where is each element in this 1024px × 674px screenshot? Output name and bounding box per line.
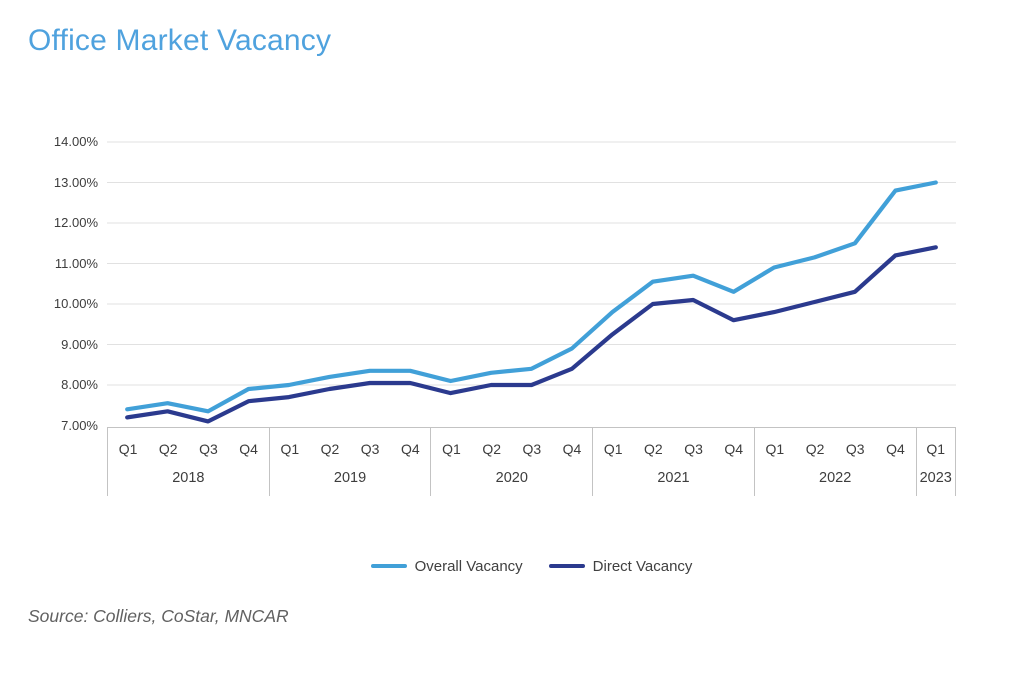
year-tick-label: 2023	[919, 470, 952, 486]
legend-label: Overall Vacancy	[414, 557, 523, 575]
y-tick-label: 9.00%	[61, 336, 98, 352]
office-vacancy-chart: 14.00% 13.00% 12.00% 11.00% 10.00% 9.00% 8.00%…	[53, 134, 956, 575]
year-tick-label: 2020	[495, 470, 528, 486]
y-tick-label: 8.00%	[61, 377, 98, 392]
overall-vacancy-line	[125, 180, 938, 414]
y-tick-label: 12.00%	[53, 215, 98, 230]
year-group-2018: Q1 Q2 Q3 Q4 2018	[107, 428, 269, 496]
y-tick-label: 13.00%	[53, 174, 98, 190]
quarter-tick-label: Q2	[482, 441, 501, 457]
quarter-tick-label: Q4	[239, 441, 258, 457]
quarter-tick-label: Q3	[360, 441, 380, 457]
year-group-2022: Q1 Q2 Q3 Q4 2022	[753, 428, 916, 496]
year-tick-label: 2021	[657, 470, 690, 486]
legend: Overall Vacancy Direct Vacancy	[107, 554, 956, 578]
x-axis: Q1 Q2 Q3 Q4 2018 Q1 Q2 Q3 Q4 2019 Q1 Q2 Q3 Q4 2020 Q1 Q2…	[107, 427, 956, 496]
quarter-tick-label: Q4	[886, 441, 905, 457]
y-tick-label: 11.00%	[54, 255, 98, 271]
quarter-tick-label: Q1	[280, 441, 300, 457]
legend-label: Direct Vacancy	[592, 557, 693, 575]
quarter-tick-label: Q2	[158, 441, 178, 457]
year-tick-label: 2019	[333, 470, 367, 486]
plot-area	[107, 141, 956, 424]
quarter-tick-label: Q3	[684, 441, 703, 457]
quarter-tick-label: Q4	[400, 441, 420, 457]
quarter-tick-label: Q2	[644, 441, 663, 457]
legend-item-direct-vacancy: Direct Vacancy	[548, 557, 693, 575]
quarter-tick-label: Q2	[805, 441, 825, 457]
quarter-tick-label: Q4	[724, 441, 744, 457]
direct-vacancy-line	[125, 245, 938, 424]
year-tick-label: 2022	[819, 470, 852, 486]
page-title: Office Market Vacancy	[28, 24, 332, 57]
quarter-tick-label: Q1	[765, 441, 785, 457]
y-tick-label: 14.00%	[53, 134, 98, 149]
quarter-tick-label: Q1	[442, 441, 461, 457]
year-group-2021: Q1 Q2 Q3 Q4 2021	[592, 428, 754, 496]
year-group-2020: Q1 Q2 Q3 Q4 2020	[430, 428, 592, 496]
y-tick-label: 10.00%	[53, 296, 98, 311]
quarter-tick-label: Q1	[118, 441, 138, 457]
year-tick-label: 2018	[172, 470, 205, 486]
year-group-2023: Q1 2023	[915, 428, 956, 496]
source-note: Source: Colliers, CoStar, MNCAR	[28, 606, 289, 626]
y-tick-label: 7.00%	[61, 417, 98, 433]
quarter-tick-label: Q3	[199, 441, 218, 457]
quarter-tick-label: Q2	[320, 441, 340, 457]
legend-line-swatch	[370, 563, 407, 569]
quarter-tick-label: Q3	[845, 441, 865, 457]
legend-item-overall-vacancy: Overall Vacancy	[370, 557, 523, 575]
quarter-tick-label: Q1	[926, 441, 946, 457]
quarter-tick-label: Q1	[603, 441, 623, 457]
year-group-2019: Q1 Q2 Q3 Q4 2019	[268, 428, 431, 496]
quarter-tick-label: Q4	[562, 441, 582, 457]
quarter-tick-label: Q3	[522, 441, 542, 457]
legend-line-swatch	[548, 563, 585, 569]
